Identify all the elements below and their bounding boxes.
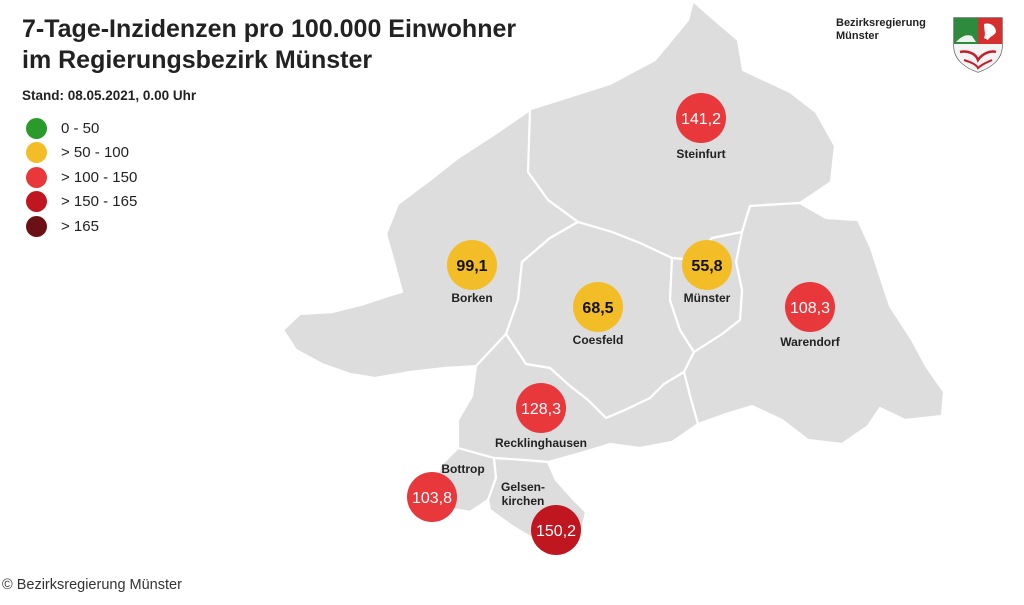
incidence-bubble [531,505,581,555]
region-marker: 141,2 Steinfurt [676,93,726,161]
region-label: Steinfurt [676,147,725,161]
incidence-value: 55,8 [691,258,722,275]
authority-name: Bezirksregierung Münster [836,17,926,42]
region-label: kirchen [502,494,545,508]
region-label: Borken [451,291,492,305]
legend-label: > 165 [61,217,99,235]
region-marker: 150,2 Gelsen-kirchen [501,480,581,555]
legend-item: > 165 [26,214,137,239]
map-title: 7-Tage-Inzidenzen pro 100.000 Einwohner … [22,14,516,76]
legend-dot-icon [26,191,47,213]
incidence-value: 103,8 [412,490,452,507]
incidence-value: 99,1 [456,258,487,275]
incidence-value: 108,3 [790,300,830,317]
region-marker: 68,5 Coesfeld [573,282,624,347]
incidence-value: 68,5 [582,300,613,317]
region-marker: 103,8 Bottrop [407,462,485,522]
nrw-coat-of-arms-icon [953,17,1003,73]
legend: 0 - 50 > 50 - 100 > 100 - 150 > 150 - 16… [26,116,137,239]
region-label: Warendorf [780,335,841,349]
legend-label: 0 - 50 [61,119,100,137]
legend-label: > 50 - 100 [61,144,129,162]
incidence-bubble [516,383,566,433]
incidence-bubble [447,240,497,290]
legend-dot-icon [26,117,47,139]
region-marker: 108,3 Warendorf [780,282,841,349]
title-line-2: im Regierungsbezirk Münster [22,46,373,74]
region-marker: 99,1 Borken [447,240,497,305]
incidence-value: 141,2 [681,111,721,128]
legend-dot-icon [26,142,47,164]
incidence-bubble [676,93,726,143]
copyright-notice: © Bezirksregierung Münster [2,577,182,593]
legend-item: > 50 - 100 [26,141,137,166]
legend-label: > 100 - 150 [61,168,138,186]
title-line-1: 7-Tage-Inzidenzen pro 100.000 Einwohner [22,15,517,43]
incidence-value: 128,3 [521,401,561,418]
region-label: Recklinghausen [495,436,587,450]
region-marker: 128,3 Recklinghausen [495,383,587,450]
authority-line-1: Bezirksregierung [836,17,926,29]
legend-dot-icon [26,215,47,237]
region-label: Bottrop [441,462,484,476]
incidence-value: 150,2 [536,523,576,540]
stand-date: Stand: 08.05.2021, 0.00 Uhr [22,88,197,103]
authority-line-2: Münster [836,29,879,42]
legend-label: > 150 - 165 [61,193,138,211]
incidence-bubble [785,282,835,332]
legend-item: > 150 - 165 [26,190,137,215]
region-label: Münster [684,291,731,305]
region-label: Coesfeld [573,333,624,347]
district-shapes [281,0,946,546]
legend-item: 0 - 50 [26,116,137,141]
legend-item: > 100 - 150 [26,165,137,190]
incidence-bubble [573,282,623,332]
legend-dot-icon [26,166,47,188]
incidence-bubbles: 141,2 Steinfurt 99,1 Borken 55,8 Münster 68,5 C… [407,93,841,555]
region-label: Gelsen- [501,480,545,494]
incidence-bubble [407,472,457,522]
incidence-bubble [682,240,732,290]
region-marker: 55,8 Münster [682,240,732,305]
